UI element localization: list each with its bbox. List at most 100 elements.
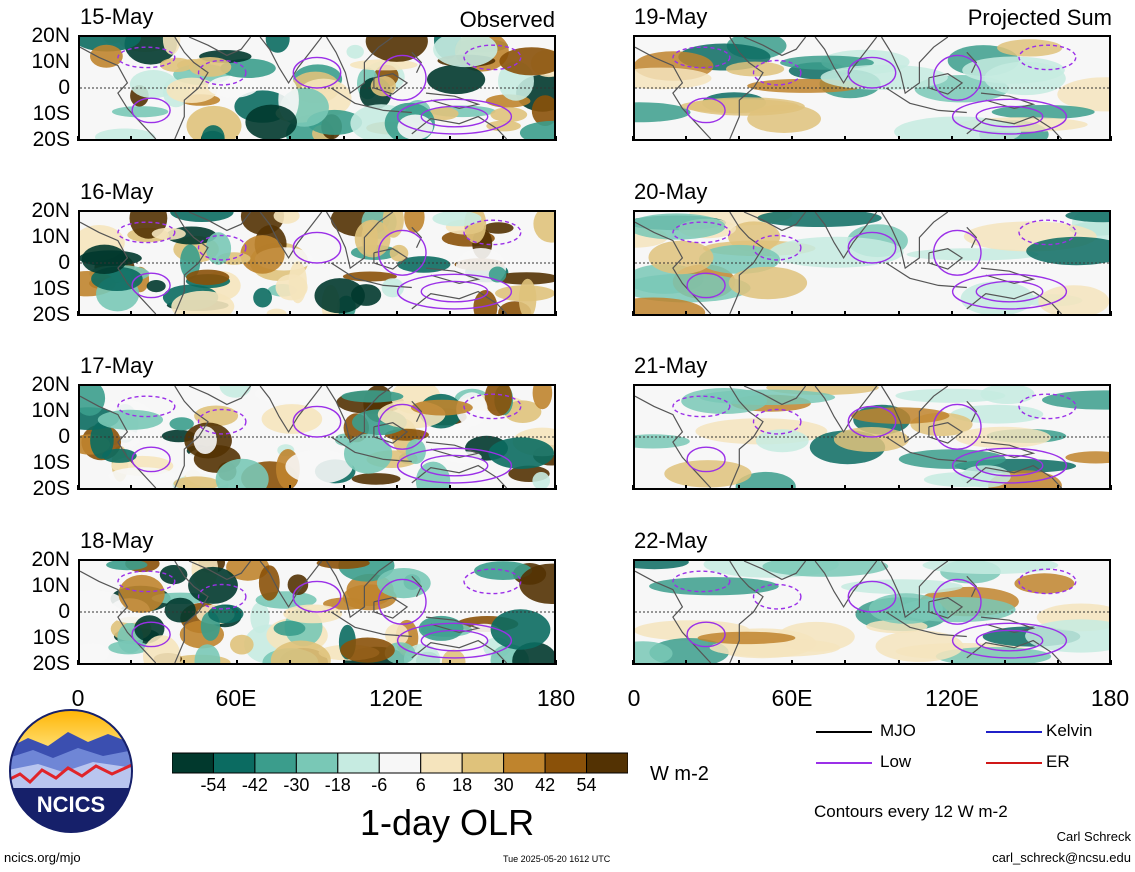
olr-anomaly-blob bbox=[519, 120, 554, 139]
coastline bbox=[373, 73, 409, 95]
olr-anomaly-blob bbox=[833, 427, 909, 452]
low-contour bbox=[292, 580, 342, 613]
lat-label: 0 bbox=[58, 76, 70, 99]
legend-low-label: Low bbox=[880, 752, 912, 771]
olr-anomaly-blob bbox=[164, 597, 196, 623]
low-contour bbox=[1018, 44, 1077, 71]
olr-anomaly-blob bbox=[635, 273, 751, 303]
coastline bbox=[411, 115, 508, 139]
olr-anomaly-blob bbox=[769, 236, 904, 268]
olr-anomaly-blob bbox=[757, 212, 882, 227]
coastline bbox=[980, 441, 1036, 459]
observed-label: Observed bbox=[459, 7, 555, 32]
lon-tick bbox=[448, 136, 451, 141]
lon-tick bbox=[289, 311, 292, 316]
olr-anomaly-blob bbox=[697, 631, 796, 645]
low-contour bbox=[672, 46, 731, 69]
olr-anomaly-blob bbox=[171, 290, 235, 314]
olr-anomaly-blob bbox=[635, 561, 689, 570]
legend-er-label: ER bbox=[1046, 752, 1070, 771]
lon-tick bbox=[632, 660, 634, 665]
coastline bbox=[411, 51, 423, 73]
lon-tick bbox=[130, 311, 133, 316]
coastline bbox=[259, 37, 323, 85]
olr-anomaly-blob bbox=[493, 272, 554, 285]
lon-tick bbox=[632, 311, 634, 316]
low-contour bbox=[847, 405, 897, 438]
olr-anomaly-blob bbox=[285, 449, 353, 484]
low-contour bbox=[975, 629, 1044, 652]
lon-tick bbox=[130, 660, 133, 665]
low-contour bbox=[117, 395, 176, 418]
lon-tick bbox=[738, 660, 741, 665]
coastline bbox=[966, 400, 978, 422]
ncics-logo-text: NCICS bbox=[37, 792, 105, 817]
low-contour bbox=[131, 446, 171, 473]
observed-panel-1-map bbox=[80, 37, 554, 139]
coastline bbox=[635, 221, 712, 314]
lon-tick bbox=[1110, 136, 1112, 141]
low-contour bbox=[377, 229, 427, 276]
lon-tick bbox=[950, 485, 953, 490]
olr-anomaly-blob bbox=[270, 640, 331, 663]
olr-anomaly-blob bbox=[207, 75, 259, 98]
lon-tick bbox=[897, 311, 900, 316]
olr-anomaly-blob bbox=[762, 561, 889, 577]
olr-anomaly-blob bbox=[208, 604, 244, 624]
lat-label: 0 bbox=[58, 600, 70, 623]
legend-kelvin-line bbox=[986, 731, 1042, 733]
projected-panel-4-map bbox=[635, 561, 1109, 663]
lon-tick bbox=[555, 136, 557, 141]
lon-tick bbox=[897, 660, 900, 665]
lon-label-right-180: 180 bbox=[1090, 685, 1130, 711]
olr-anomaly-blob bbox=[283, 604, 343, 624]
lat-label: 20N bbox=[31, 373, 70, 396]
lat-label: 10S bbox=[32, 626, 70, 649]
lon-tick bbox=[738, 311, 741, 316]
olr-anomaly-blob bbox=[108, 640, 149, 655]
low-contour bbox=[197, 408, 247, 435]
coastline bbox=[928, 73, 964, 95]
colorbar-tick-label: -42 bbox=[241, 775, 268, 795]
olr-anomaly-blob bbox=[166, 77, 218, 103]
low-contour bbox=[463, 568, 522, 595]
olr-anomaly-blob bbox=[151, 227, 186, 240]
coastline bbox=[980, 267, 1036, 285]
lon-tick bbox=[1003, 485, 1006, 490]
olr-anomaly-blob bbox=[340, 637, 395, 663]
olr-anomaly-blob bbox=[519, 563, 554, 604]
coastline bbox=[373, 597, 409, 619]
coastline bbox=[174, 212, 209, 314]
lon-tick bbox=[130, 485, 133, 490]
olr-anomaly-blob bbox=[134, 615, 165, 642]
olr-anomaly-blob bbox=[906, 248, 1039, 261]
lon-tick bbox=[342, 660, 345, 665]
coastline bbox=[259, 212, 323, 260]
lon-tick bbox=[501, 485, 504, 490]
coastline bbox=[814, 386, 878, 434]
coastline bbox=[373, 248, 409, 270]
colorbar-tick-label: -54 bbox=[200, 775, 227, 795]
low-contour bbox=[752, 234, 802, 261]
olr-anomaly-blob bbox=[188, 57, 232, 77]
olr-anomaly-blob bbox=[898, 449, 1006, 469]
low-contour bbox=[396, 622, 513, 659]
olr-anomaly-blob bbox=[922, 561, 1059, 574]
coastline bbox=[411, 400, 423, 422]
olr-anomaly-blob bbox=[851, 407, 950, 424]
low-contour bbox=[847, 56, 897, 89]
lat-label: 10N bbox=[31, 399, 70, 422]
projected-panel-1-map bbox=[635, 37, 1109, 139]
lon-tick bbox=[555, 311, 557, 316]
olr-anomaly-blob bbox=[108, 467, 176, 486]
coastline bbox=[425, 441, 481, 459]
lat-label: 0 bbox=[58, 425, 70, 448]
lat-label: 10N bbox=[31, 225, 70, 248]
coastline bbox=[80, 395, 157, 488]
coastline bbox=[330, 611, 412, 638]
lon-tick bbox=[844, 660, 847, 665]
coastline bbox=[880, 212, 949, 270]
projected-panel-3-map bbox=[635, 386, 1109, 488]
lon-tick bbox=[1110, 311, 1112, 316]
lon-label-left-0: 0 bbox=[71, 685, 85, 711]
